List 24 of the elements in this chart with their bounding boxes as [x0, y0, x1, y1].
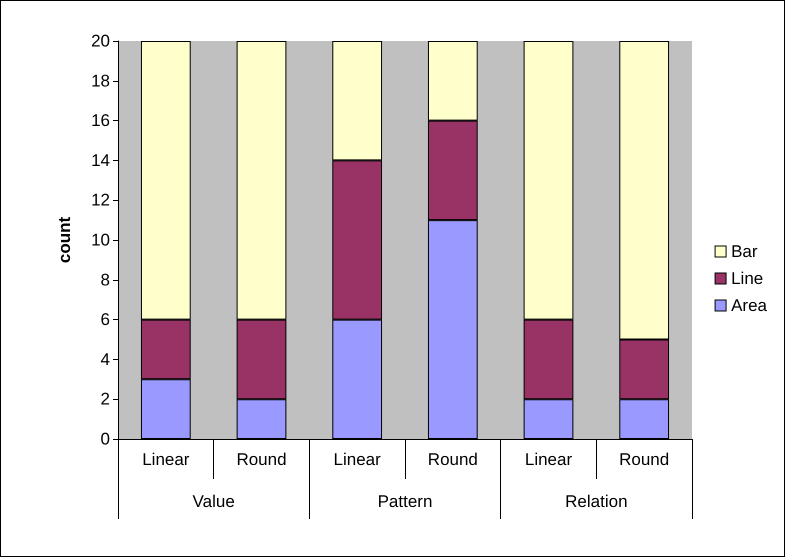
y-tick-label: 0 [100, 430, 110, 448]
legend-label: Line [731, 269, 764, 288]
y-tick-label: 12 [91, 190, 110, 210]
x-tick-label: Round [619, 450, 670, 469]
x-tick-label: Round [428, 450, 478, 469]
x-tick-label: Linear [334, 450, 382, 469]
y-tick-label: 8 [100, 270, 110, 290]
y-tick-label: 16 [91, 111, 110, 130]
x-tick-label: Round [236, 450, 287, 469]
text: Relation [565, 492, 628, 511]
y-axis-title: count [55, 216, 74, 264]
x-tick-label: Linear [524, 450, 572, 469]
y-tick-label: 6 [100, 310, 110, 330]
y-tick-label: 20 [91, 32, 110, 50]
legend-label: Area [731, 296, 768, 315]
y-tick-label: 10 [91, 230, 110, 250]
text: Value [192, 492, 235, 511]
y-tick-label: 4 [100, 350, 110, 369]
x-tick-label: Linear [142, 450, 190, 469]
legend-label: Bar [731, 242, 758, 261]
y-tick-label: 14 [91, 150, 110, 170]
y-tick-label: 2 [100, 390, 110, 409]
y-tick-label: 18 [91, 71, 110, 90]
text: Pattern [378, 492, 432, 511]
